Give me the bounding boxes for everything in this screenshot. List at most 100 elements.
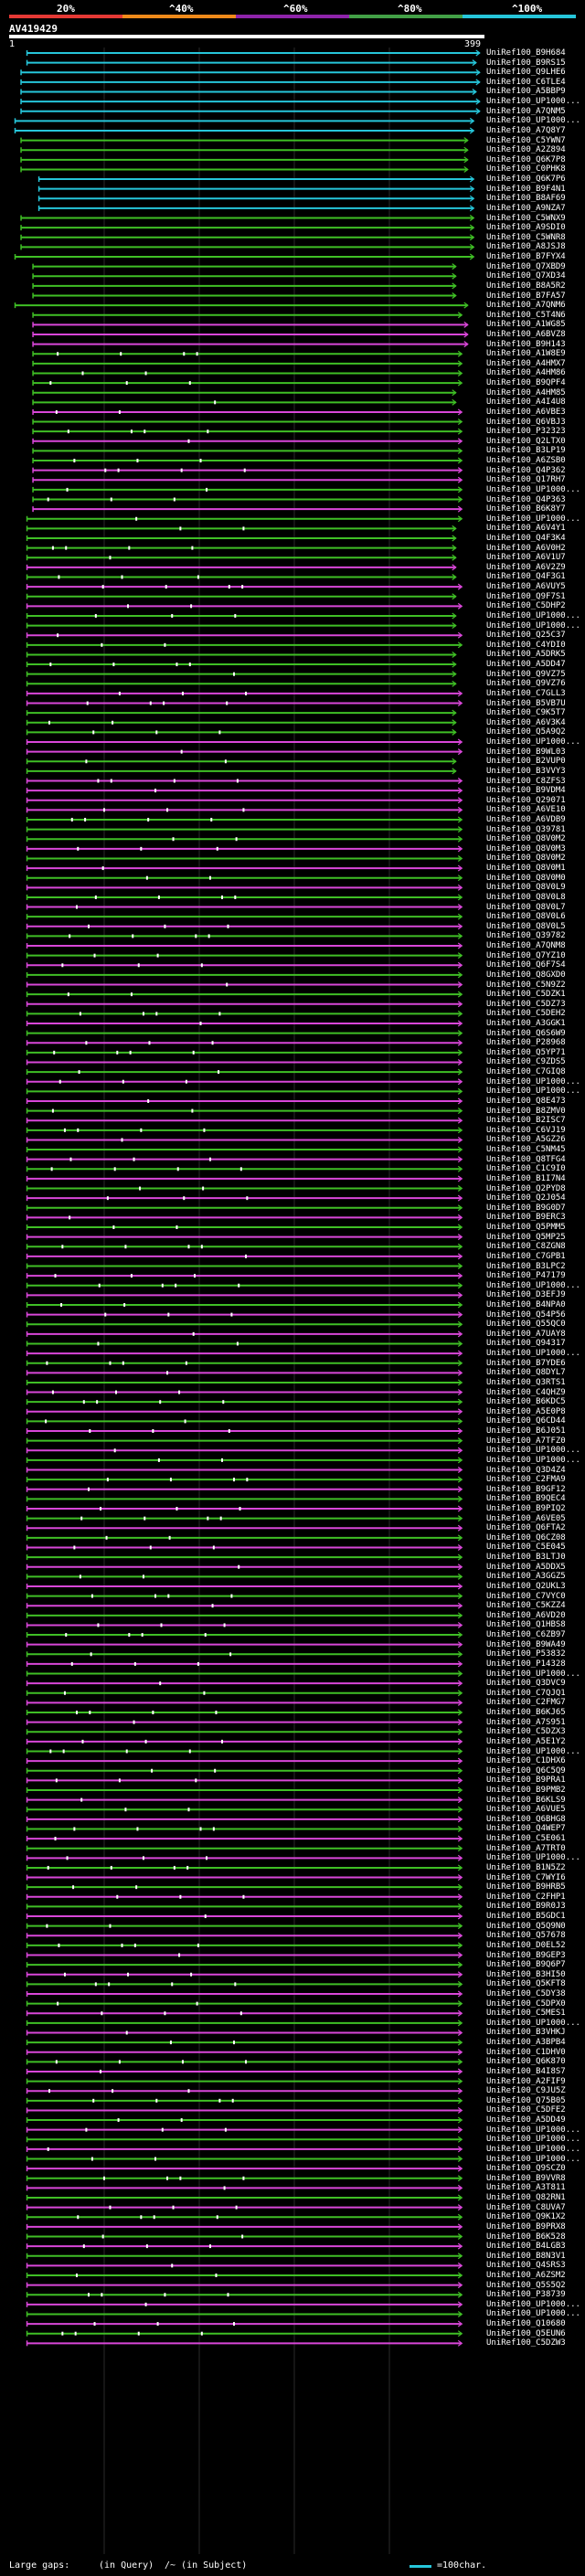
- hit-label[interactable]: UniRef100_C5E061: [486, 1834, 566, 1844]
- hit-label[interactable]: UniRef100_A6VE10: [486, 805, 566, 815]
- hit-label[interactable]: UniRef100_C5WNX9: [486, 213, 566, 223]
- hit-label[interactable]: UniRef100_Q8V0M3: [486, 843, 566, 853]
- hit-label[interactable]: UniRef100_B2VUP0: [486, 757, 566, 767]
- hit-label[interactable]: UniRef100_Q5KFT8: [486, 1979, 566, 1989]
- hit-label[interactable]: UniRef100_Q9K1X2: [486, 2212, 566, 2222]
- hit-label[interactable]: UniRef100_B8N3V1: [486, 2251, 566, 2261]
- hit-label[interactable]: UniRef100_A9SDI0: [486, 223, 566, 233]
- hit-label[interactable]: UniRef100_C7GIQ8: [486, 1067, 566, 1077]
- hit-label[interactable]: UniRef100_A5DD49: [486, 2115, 566, 2125]
- hit-label[interactable]: UniRef100_B7FA57: [486, 291, 566, 301]
- hit-label[interactable]: UniRef100_D0EL52: [486, 1940, 566, 1950]
- hit-label[interactable]: UniRef100_P53832: [486, 1649, 566, 1659]
- hit-label[interactable]: UniRef100_UP1000...: [486, 2309, 580, 2319]
- hit-label[interactable]: UniRef100_A6V1U7: [486, 553, 566, 563]
- hit-label[interactable]: UniRef100_B8ZMV0: [486, 1106, 566, 1116]
- hit-label[interactable]: UniRef100_Q4SRS3: [486, 2261, 566, 2271]
- hit-label[interactable]: UniRef100_A7QNM6: [486, 301, 566, 311]
- hit-label[interactable]: UniRef100_Q6VBJ3: [486, 417, 566, 427]
- hit-label[interactable]: UniRef100_C9K5T7: [486, 708, 566, 718]
- hit-label[interactable]: UniRef100_B9GF12: [486, 1484, 566, 1494]
- hit-label[interactable]: UniRef100_A7UAY8: [486, 1329, 566, 1339]
- hit-label[interactable]: UniRef100_Q94317: [486, 1339, 566, 1349]
- hit-label[interactable]: UniRef100_B9PRX8: [486, 2221, 566, 2231]
- hit-label[interactable]: UniRef100_A1WG85: [486, 320, 566, 330]
- hit-label[interactable]: UniRef100_Q9VZ75: [486, 669, 566, 679]
- hit-label[interactable]: UniRef100_A5BBP9: [486, 87, 566, 97]
- hit-label[interactable]: UniRef100_A2Z894: [486, 145, 566, 155]
- hit-label[interactable]: UniRef100_Q82RN1: [486, 2193, 566, 2203]
- hit-label[interactable]: UniRef100_Q10680: [486, 2319, 566, 2329]
- hit-label[interactable]: UniRef100_UP1000...: [486, 1446, 580, 1456]
- hit-label[interactable]: UniRef100_UP1000...: [486, 116, 580, 126]
- hit-label[interactable]: UniRef100_Q7XBD9: [486, 261, 566, 271]
- hit-label[interactable]: UniRef100_Q5MP25: [486, 1232, 566, 1242]
- hit-label[interactable]: UniRef100_Q7XD34: [486, 271, 566, 281]
- hit-label[interactable]: UniRef100_B7FYX4: [486, 252, 566, 262]
- hit-label[interactable]: UniRef100_Q4WEP7: [486, 1824, 566, 1834]
- hit-label[interactable]: UniRef100_A7S951: [486, 1717, 566, 1727]
- hit-label[interactable]: UniRef100_Q6FTA2: [486, 1523, 566, 1533]
- hit-label[interactable]: UniRef100_A5DRK5: [486, 650, 566, 660]
- hit-label[interactable]: UniRef100_A9NZA7: [486, 203, 566, 213]
- hit-label[interactable]: UniRef100_B3VVY3: [486, 766, 566, 776]
- hit-label[interactable]: UniRef100_A4HM86: [486, 368, 566, 378]
- hit-label[interactable]: UniRef100_B3LP19: [486, 446, 566, 456]
- hit-label[interactable]: UniRef100_B5VB7U: [486, 698, 566, 708]
- hit-label[interactable]: UniRef100_UP1000...: [486, 1349, 580, 1359]
- hit-label[interactable]: UniRef100_C5DZX3: [486, 1727, 566, 1737]
- hit-label[interactable]: UniRef100_B6K528: [486, 2231, 566, 2242]
- hit-label[interactable]: UniRef100_A6VUY5: [486, 582, 566, 592]
- hit-label[interactable]: UniRef100_A6VD20: [486, 1610, 566, 1620]
- hit-label[interactable]: UniRef100_C7GLL3: [486, 688, 566, 698]
- hit-label[interactable]: UniRef100_C5DPX0: [486, 1998, 566, 2009]
- hit-label[interactable]: UniRef100_Q9F7S1: [486, 591, 566, 601]
- hit-label[interactable]: UniRef100_B9VDM4: [486, 786, 566, 796]
- hit-label[interactable]: UniRef100_A5E0P8: [486, 1406, 566, 1416]
- hit-label[interactable]: UniRef100_Q5Q9N0: [486, 1921, 566, 1931]
- hit-label[interactable]: UniRef100_C4QHZ9: [486, 1387, 566, 1397]
- hit-label[interactable]: UniRef100_P47179: [486, 1271, 566, 1281]
- hit-label[interactable]: UniRef100_Q3D4Z4: [486, 1465, 566, 1475]
- hit-label[interactable]: UniRef100_B9VVR8: [486, 2173, 566, 2183]
- hit-label[interactable]: UniRef100_Q8GXD0: [486, 970, 566, 980]
- hit-label[interactable]: UniRef100_Q9VZ76: [486, 679, 566, 689]
- hit-label[interactable]: UniRef100_C1DHX6: [486, 1756, 566, 1766]
- hit-label[interactable]: UniRef100_A6ZSM2: [486, 2270, 566, 2280]
- hit-label[interactable]: UniRef100_Q9LHE6: [486, 68, 566, 78]
- hit-label[interactable]: UniRef100_A4HM85: [486, 387, 566, 398]
- hit-label[interactable]: UniRef100_C2FHP1: [486, 1892, 566, 1902]
- hit-label[interactable]: UniRef100_C7QJQ1: [486, 1688, 566, 1698]
- hit-label[interactable]: UniRef100_A5DD47: [486, 660, 566, 670]
- hit-label[interactable]: UniRef100_Q29071: [486, 795, 566, 805]
- hit-label[interactable]: UniRef100_Q8DYL7: [486, 1368, 566, 1378]
- hit-label[interactable]: UniRef100_C5DZ73: [486, 999, 566, 1009]
- hit-label[interactable]: UniRef100_Q6F7S4: [486, 960, 566, 970]
- hit-label[interactable]: UniRef100_UP1000...: [486, 1746, 580, 1756]
- hit-label[interactable]: UniRef100_C7WYI6: [486, 1872, 566, 1882]
- hit-label[interactable]: UniRef100_A5E1Y2: [486, 1736, 566, 1746]
- hit-label[interactable]: UniRef100_A6VE05: [486, 1513, 566, 1523]
- hit-label[interactable]: UniRef100_B3LTJ0: [486, 1553, 566, 1563]
- hit-label[interactable]: UniRef100_Q6K7P8: [486, 154, 566, 164]
- hit-label[interactable]: UniRef100_UP1000...: [486, 97, 580, 107]
- hit-label[interactable]: UniRef100_A3BPB4: [486, 2038, 566, 2048]
- hit-label[interactable]: UniRef100_Q5PMM5: [486, 1223, 566, 1233]
- hit-label[interactable]: UniRef100_Q75B05: [486, 2095, 566, 2105]
- hit-label[interactable]: UniRef100_B2ISC7: [486, 1116, 566, 1126]
- hit-label[interactable]: UniRef100_A5DDX5: [486, 1562, 566, 1572]
- hit-label[interactable]: UniRef100_C6VJ19: [486, 1125, 566, 1135]
- hit-label[interactable]: UniRef100_UP1000...: [486, 2018, 580, 2028]
- hit-label[interactable]: UniRef100_A6V2Z9: [486, 562, 566, 572]
- hit-label[interactable]: UniRef100_C5MES1: [486, 2009, 566, 2019]
- hit-label[interactable]: UniRef100_UP1000...: [486, 1455, 580, 1465]
- hit-label[interactable]: UniRef100_C8ZFS3: [486, 776, 566, 786]
- hit-label[interactable]: UniRef100_C8UVA7: [486, 2202, 566, 2212]
- hit-label[interactable]: UniRef100_A3T811: [486, 2183, 566, 2193]
- hit-label[interactable]: UniRef100_Q4P362: [486, 465, 566, 475]
- hit-label[interactable]: UniRef100_B4I8S7: [486, 2066, 566, 2076]
- hit-label[interactable]: UniRef100_Q6S6W9: [486, 1028, 566, 1038]
- hit-label[interactable]: UniRef100_Q6CZ08: [486, 1532, 566, 1542]
- hit-label[interactable]: UniRef100_D3EFJ9: [486, 1290, 566, 1300]
- hit-label[interactable]: UniRef100_A6VDB9: [486, 814, 566, 824]
